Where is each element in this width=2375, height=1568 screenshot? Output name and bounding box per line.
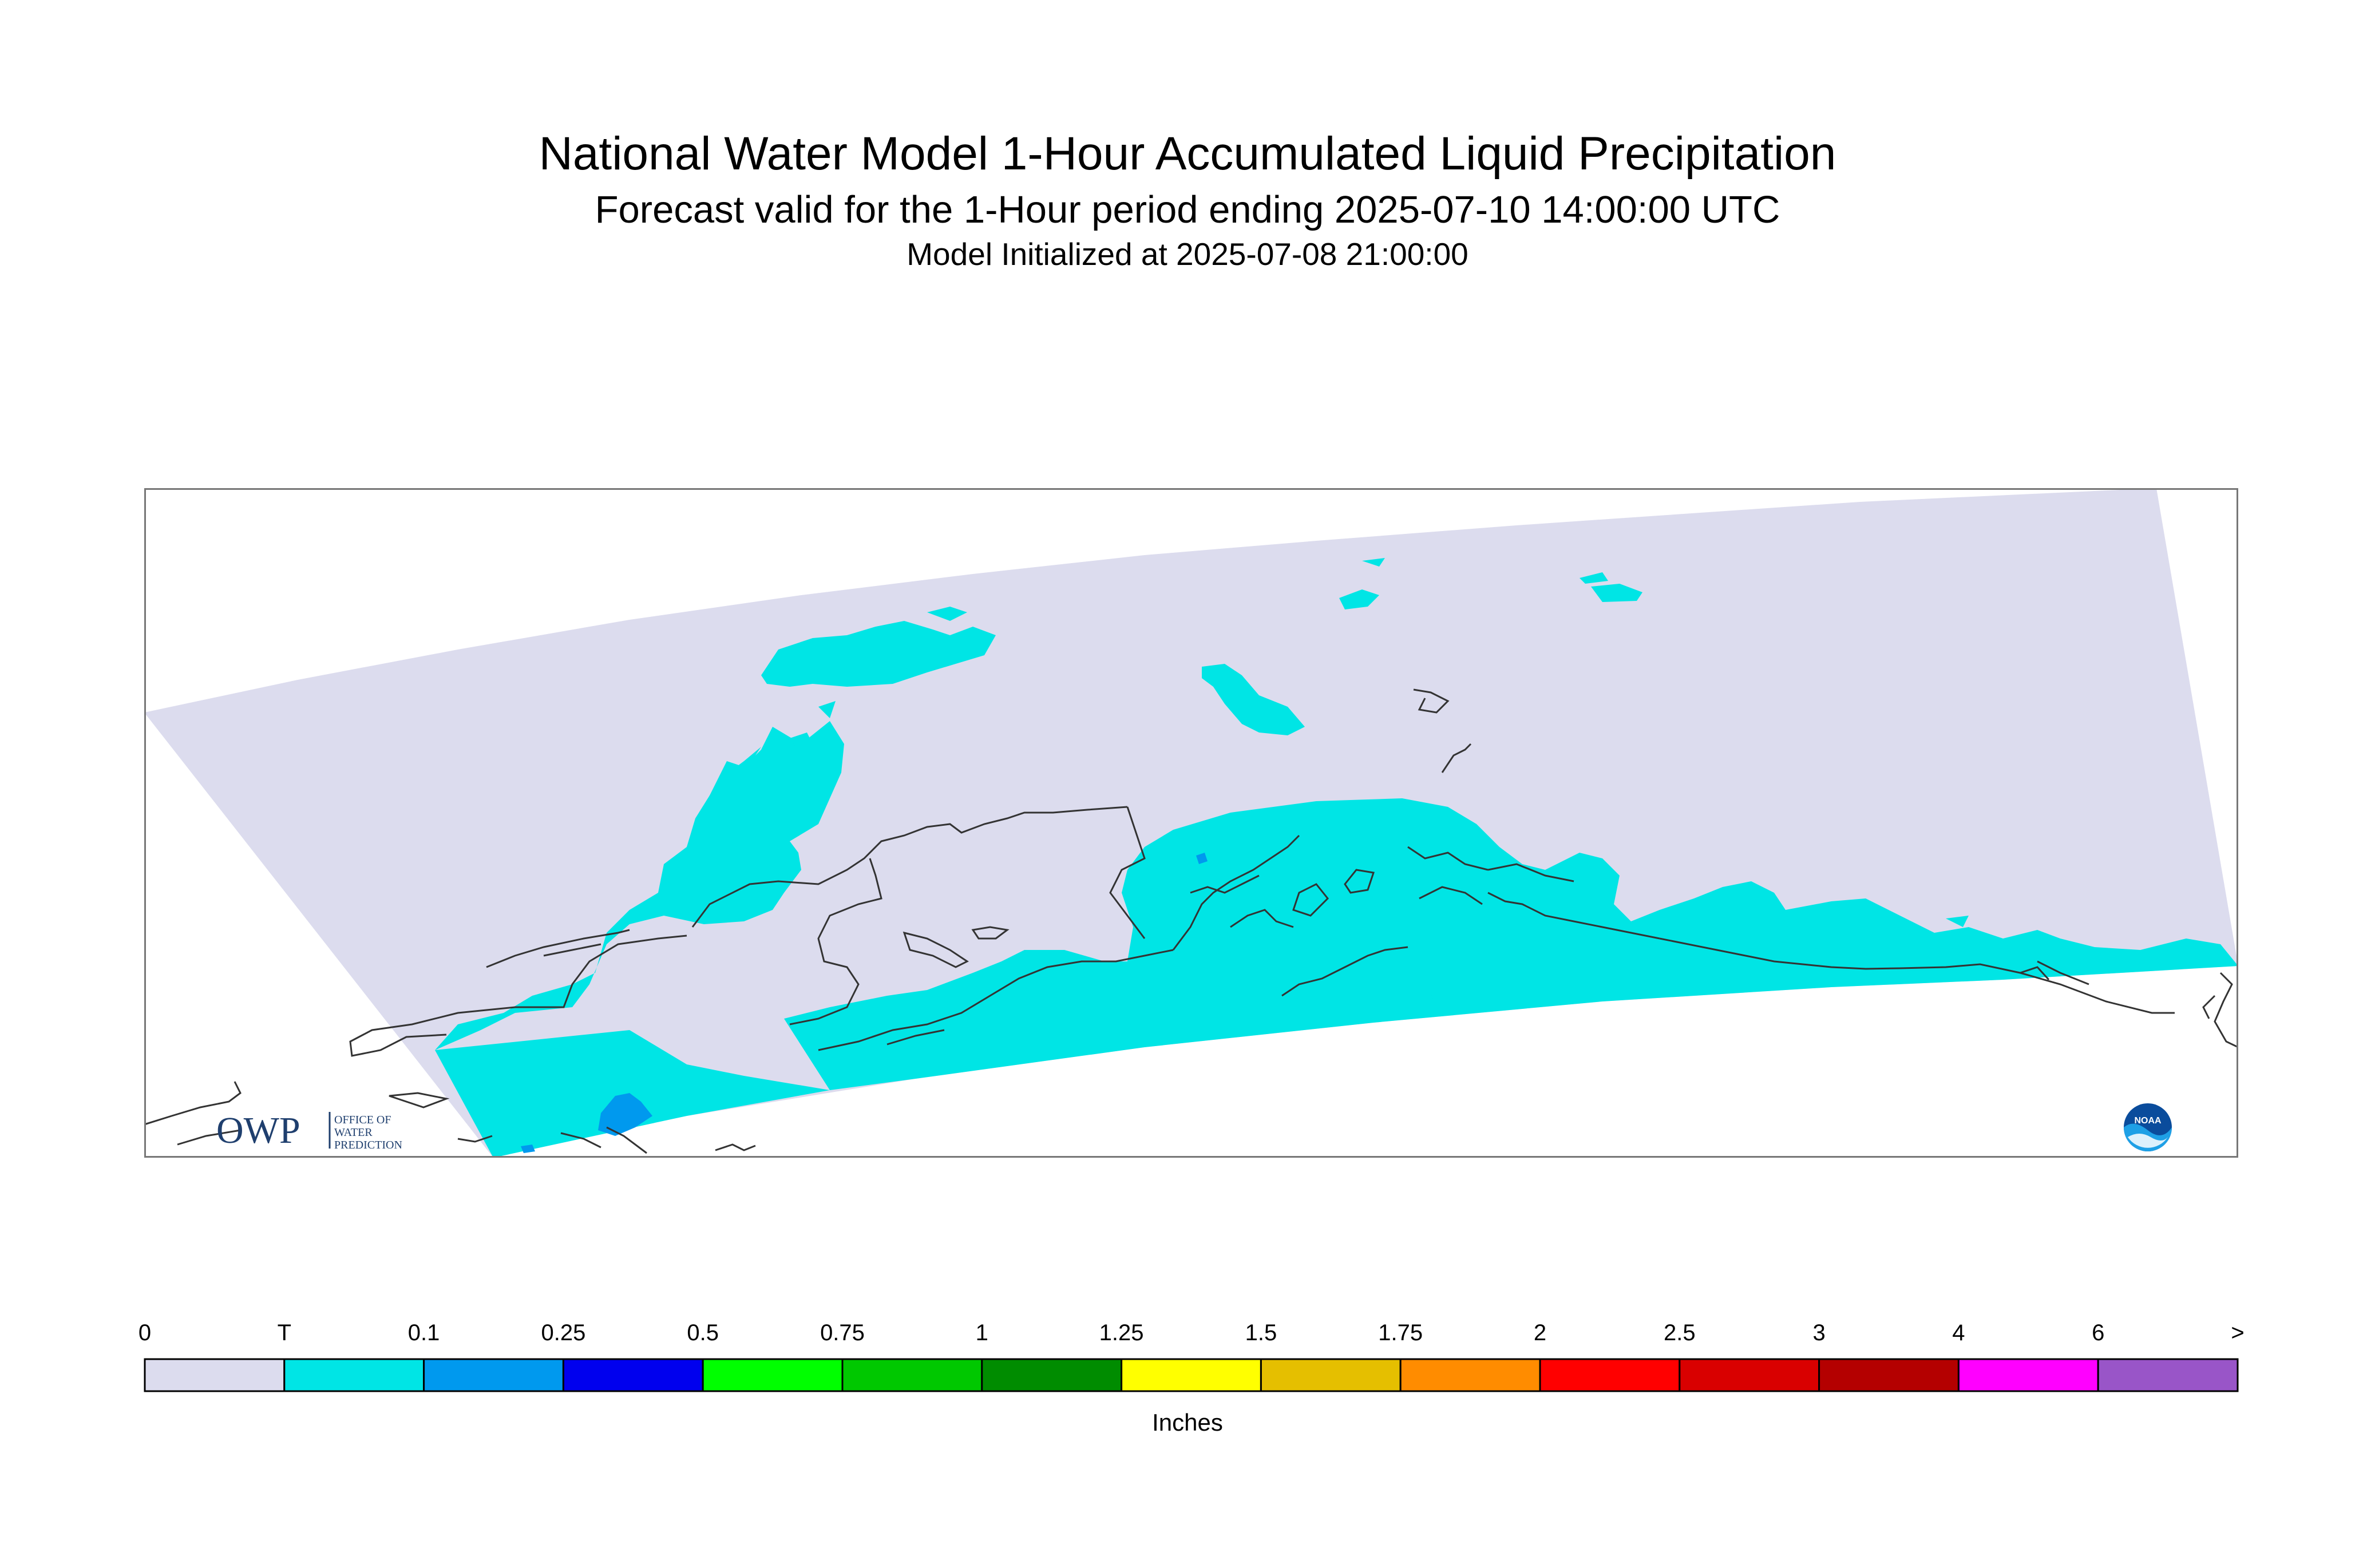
legend-swatch xyxy=(981,1358,1123,1392)
legend-tick-label: 0.1 xyxy=(408,1320,440,1345)
legend-tick-label: 2.5 xyxy=(1664,1320,1696,1345)
trace-precip-areas xyxy=(435,558,2238,1158)
owp-logo-sub-1: OFFICE OF xyxy=(334,1114,391,1126)
legend-tick-label: 4 xyxy=(1952,1320,1965,1345)
legend-tick-label: 6 xyxy=(2092,1320,2104,1345)
legend-swatch xyxy=(1539,1358,1681,1392)
legend-tick-label: 0 xyxy=(138,1320,151,1345)
legend-tick-label: 1 xyxy=(976,1320,988,1345)
legend-swatch xyxy=(841,1358,983,1392)
owp-logo-sub-2: WATER xyxy=(334,1126,373,1139)
map-title: National Water Model 1-Hour Accumulated … xyxy=(539,128,1836,180)
legend-units-label: Inches xyxy=(1152,1409,1223,1436)
legend-swatch xyxy=(2097,1358,2239,1392)
precipitation-map xyxy=(144,488,2238,1158)
legend-tick-label: 1.25 xyxy=(1099,1320,1144,1345)
noaa-logo: NOAA xyxy=(2124,1103,2172,1151)
owp-logo-sub-3: PREDICTION xyxy=(334,1139,402,1151)
legend-tick-label: 1.5 xyxy=(1245,1320,1277,1345)
legend-swatch xyxy=(1818,1358,1960,1392)
legend-tick-label: 3 xyxy=(1812,1320,1825,1345)
legend-tick-label: T xyxy=(278,1320,291,1345)
legend-tick-label: 1.75 xyxy=(1378,1320,1423,1345)
legend-tick-label: 0.75 xyxy=(820,1320,865,1345)
legend-swatch xyxy=(1260,1358,1402,1392)
legend-tick-label: 0.25 xyxy=(541,1320,585,1345)
legend-swatch xyxy=(702,1358,844,1392)
coastlines xyxy=(144,688,2238,1154)
legend-swatch xyxy=(1679,1358,1820,1392)
legend-tick-label: 2 xyxy=(1534,1320,1546,1345)
legend-swatch xyxy=(144,1358,286,1392)
map-frame xyxy=(144,488,2238,1158)
owp-logo: OWP OFFICE OF WATER PREDICTION xyxy=(216,1110,402,1151)
legend-swatch xyxy=(283,1358,425,1392)
legend-swatch xyxy=(423,1358,564,1392)
legend-swatch xyxy=(1957,1358,2099,1392)
noaa-logo-text: NOAA xyxy=(2134,1116,2162,1126)
legend-swatch xyxy=(1121,1358,1262,1392)
legend-tick-label: > xyxy=(2231,1320,2244,1345)
light-precip-areas xyxy=(521,853,1208,1153)
legend-swatch xyxy=(562,1358,704,1392)
legend-swatch xyxy=(1399,1358,1541,1392)
model-init-subtitle: Model Initialized at 2025-07-08 21:00:00 xyxy=(907,236,1468,272)
owp-logo-letters: OWP xyxy=(216,1110,300,1151)
forecast-valid-subtitle: Forecast valid for the 1-Hour period end… xyxy=(595,188,1780,231)
legend-tick-label: 0.5 xyxy=(687,1320,719,1345)
